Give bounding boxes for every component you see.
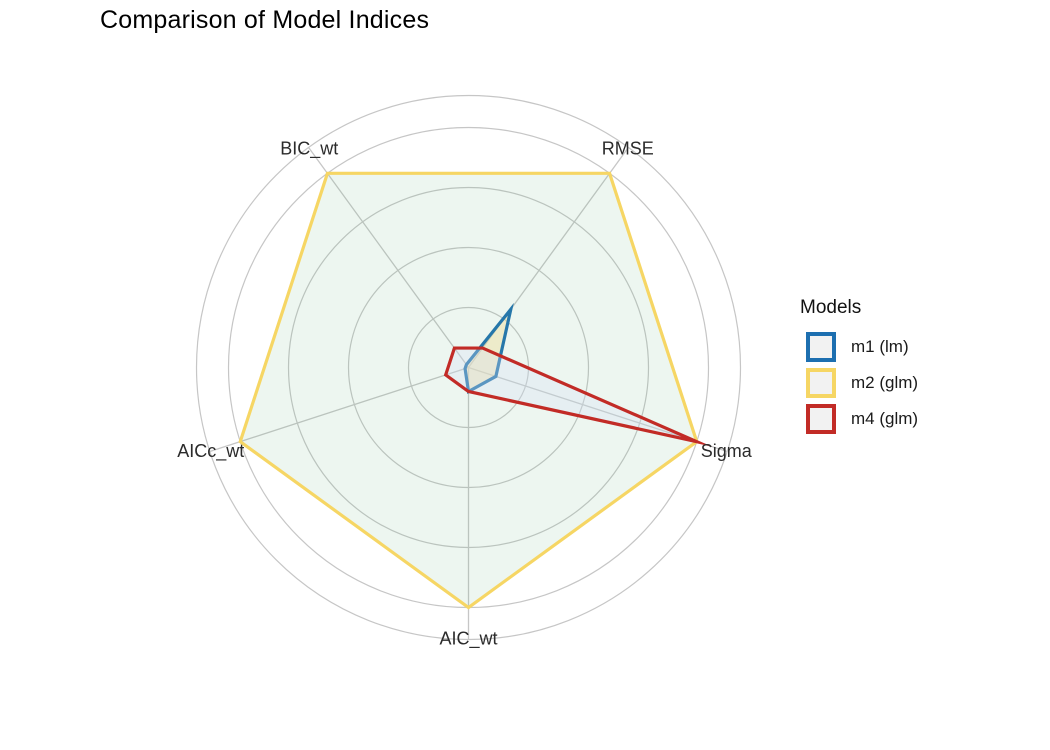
legend-item-m4: m4 (glm): [806, 404, 1024, 434]
axis-label-aic_wt: AIC_wt: [439, 629, 497, 650]
legend-label-m2: m2 (glm): [851, 373, 919, 392]
axis-spoke-bic_wt: [308, 147, 470, 368]
legend-item-m2: m2 (glm): [806, 368, 1024, 398]
legend-label-m4: m4 (glm): [851, 409, 919, 428]
axis-label-sigma: Sigma: [701, 441, 753, 461]
legend-title: Models: [800, 297, 862, 318]
axis-spoke-aicc_wt: [209, 366, 469, 453]
chart-title: Comparison of Model Indices: [100, 6, 430, 34]
legend-label-m1: m1 (lm): [851, 337, 909, 356]
legend-item-m1: m1 (lm): [806, 332, 1024, 362]
axis-label-bic_wt: BIC_wt: [280, 138, 338, 159]
axis-label-rmse: RMSE: [602, 138, 654, 158]
axis-label-aicc_wt: AICc_wt: [177, 441, 244, 462]
legend-key-m4: [806, 404, 836, 434]
legend: Models m1 (lm) m2 (glm) m4 (glm): [800, 297, 1030, 440]
series-polygon-m4: [443, 346, 713, 447]
legend-key-m2: [806, 368, 836, 398]
legend-key-m1: [806, 332, 836, 362]
